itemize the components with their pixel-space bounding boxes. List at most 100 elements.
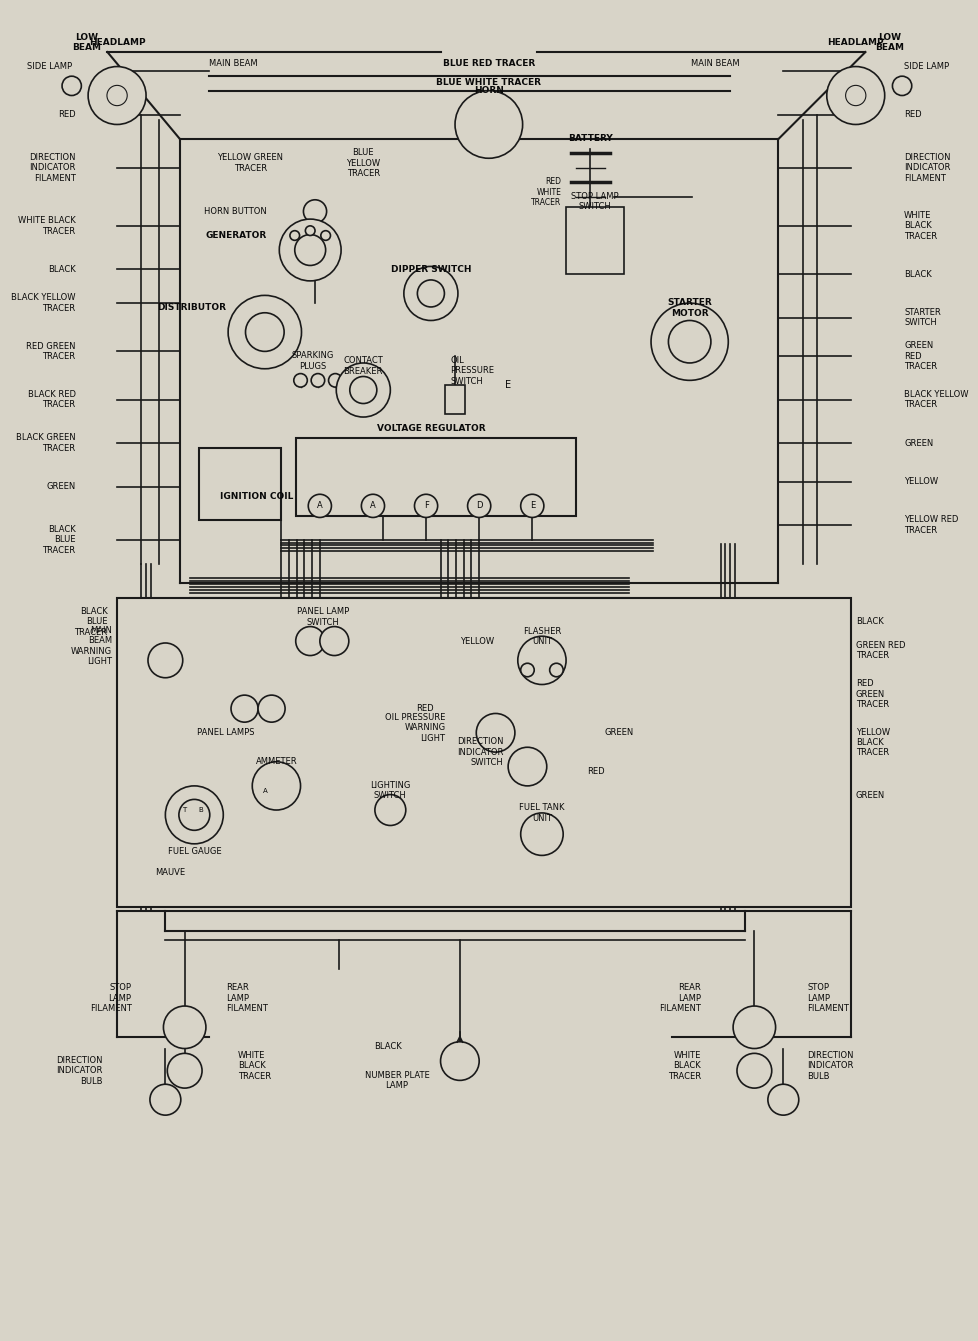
Text: REAR
LAMP
FILAMENT: REAR LAMP FILAMENT — [659, 983, 700, 1014]
Circle shape — [329, 374, 341, 388]
Text: E: E — [505, 381, 511, 390]
Text: LOW
BEAM: LOW BEAM — [71, 32, 101, 52]
Text: BLACK: BLACK — [855, 617, 882, 626]
Text: FLASHER
UNIT: FLASHER UNIT — [522, 626, 560, 646]
Circle shape — [163, 1006, 205, 1049]
Text: BLACK YELLOW
TRACER: BLACK YELLOW TRACER — [903, 390, 967, 409]
Text: HORN BUTTON: HORN BUTTON — [203, 207, 266, 216]
Text: FUEL GAUGE: FUEL GAUGE — [167, 848, 221, 856]
Text: GREEN: GREEN — [604, 728, 634, 738]
Circle shape — [308, 495, 332, 518]
Text: B: B — [199, 807, 203, 813]
Text: A: A — [370, 502, 376, 511]
Circle shape — [321, 231, 331, 240]
Text: RED: RED — [58, 110, 75, 119]
Text: A: A — [317, 502, 323, 511]
Text: DISTRIBUTOR: DISTRIBUTOR — [157, 303, 226, 312]
Circle shape — [107, 86, 127, 106]
Bar — [117, 598, 850, 907]
Text: BLUE RED TRACER: BLUE RED TRACER — [442, 59, 534, 68]
Text: STOP LAMP
SWITCH: STOP LAMP SWITCH — [570, 192, 618, 212]
Circle shape — [375, 795, 405, 826]
Text: RED: RED — [587, 767, 604, 776]
Text: NUMBER PLATE
LAMP: NUMBER PLATE LAMP — [365, 1070, 429, 1090]
Text: BLACK RED
TRACER: BLACK RED TRACER — [27, 390, 75, 409]
Circle shape — [88, 67, 146, 125]
Text: BLACK
BLUE
TRACER: BLACK BLUE TRACER — [42, 524, 75, 555]
Text: HEADLAMP: HEADLAMP — [89, 38, 146, 47]
Text: AMMETER: AMMETER — [255, 758, 297, 766]
Circle shape — [293, 374, 307, 388]
Text: WHITE
BLACK
TRACER: WHITE BLACK TRACER — [667, 1051, 700, 1081]
Circle shape — [294, 235, 326, 266]
Text: VOLTAGE REGULATOR: VOLTAGE REGULATOR — [377, 424, 485, 433]
Text: REAR
LAMP
FILAMENT: REAR LAMP FILAMENT — [226, 983, 268, 1014]
Text: SIDE LAMP: SIDE LAMP — [26, 62, 71, 71]
Text: BATTERY: BATTERY — [567, 134, 612, 143]
Text: RED: RED — [903, 110, 920, 119]
Circle shape — [845, 86, 865, 106]
Circle shape — [62, 76, 81, 95]
Bar — [445, 385, 465, 414]
Circle shape — [668, 320, 710, 363]
Text: BLACK: BLACK — [903, 270, 931, 279]
Text: STOP
LAMP
FILAMENT: STOP LAMP FILAMENT — [90, 983, 131, 1014]
Text: WHITE BLACK
TRACER: WHITE BLACK TRACER — [18, 216, 75, 236]
Text: RED
WHITE
TRACER: RED WHITE TRACER — [530, 177, 560, 207]
Circle shape — [414, 495, 437, 518]
Text: YELLOW
BLACK
TRACER: YELLOW BLACK TRACER — [855, 728, 889, 758]
Text: A: A — [262, 787, 267, 794]
Text: STARTER
SWITCH: STARTER SWITCH — [903, 308, 940, 327]
Circle shape — [826, 67, 884, 125]
Text: SPARKING
PLUGS: SPARKING PLUGS — [291, 351, 333, 370]
Circle shape — [289, 231, 299, 240]
Text: OIL PRESSURE
WARNING
LIGHT: OIL PRESSURE WARNING LIGHT — [384, 713, 445, 743]
Text: BLUE WHITE TRACER: BLUE WHITE TRACER — [436, 79, 541, 87]
Text: GREEN: GREEN — [46, 481, 75, 491]
Circle shape — [520, 664, 534, 677]
Circle shape — [320, 626, 348, 656]
Text: RED: RED — [416, 704, 433, 713]
Text: BLUE
YELLOW
TRACER: BLUE YELLOW TRACER — [346, 149, 380, 178]
Circle shape — [549, 664, 562, 677]
Circle shape — [303, 200, 327, 223]
Circle shape — [167, 1053, 201, 1088]
Text: CONTACT
BREAKER: CONTACT BREAKER — [343, 357, 382, 375]
Circle shape — [417, 280, 444, 307]
Text: DIRECTION
INDICATOR
FILAMENT: DIRECTION INDICATOR FILAMENT — [903, 153, 950, 182]
Circle shape — [455, 91, 522, 158]
Text: FUEL TANK
UNIT: FUEL TANK UNIT — [518, 803, 564, 822]
Text: T: T — [182, 807, 187, 813]
Circle shape — [150, 1085, 181, 1116]
Text: YELLOW: YELLOW — [460, 637, 494, 645]
Circle shape — [467, 495, 490, 518]
Circle shape — [475, 713, 514, 752]
Text: GREEN
RED
TRACER: GREEN RED TRACER — [903, 342, 936, 371]
Circle shape — [736, 1053, 771, 1088]
Text: GREEN: GREEN — [855, 791, 884, 801]
Text: BLACK YELLOW
TRACER: BLACK YELLOW TRACER — [11, 294, 75, 312]
Bar — [199, 448, 281, 520]
Bar — [565, 207, 623, 274]
Circle shape — [245, 312, 284, 351]
Circle shape — [231, 695, 258, 723]
Text: PANEL LAMP
SWITCH: PANEL LAMP SWITCH — [296, 607, 348, 626]
Text: DIRECTION
INDICATOR
BULB: DIRECTION INDICATOR BULB — [56, 1055, 103, 1086]
Circle shape — [892, 76, 911, 95]
Text: YELLOW RED
TRACER: YELLOW RED TRACER — [903, 515, 957, 535]
Text: STARTER
MOTOR: STARTER MOTOR — [667, 298, 711, 318]
Circle shape — [179, 799, 209, 830]
Circle shape — [311, 374, 325, 388]
Circle shape — [165, 786, 223, 843]
Circle shape — [767, 1085, 798, 1116]
Circle shape — [349, 377, 377, 404]
Text: GREEN: GREEN — [903, 439, 932, 448]
Text: MAUVE: MAUVE — [155, 868, 185, 877]
Text: WHITE
BLACK
TRACER: WHITE BLACK TRACER — [903, 211, 936, 241]
Circle shape — [361, 495, 384, 518]
Text: BLACK: BLACK — [48, 264, 75, 274]
Text: DIRECTION
INDICATOR
BULB: DIRECTION INDICATOR BULB — [807, 1051, 853, 1081]
Text: YELLOW GREEN
TRACER: YELLOW GREEN TRACER — [217, 153, 283, 173]
Text: PANEL LAMPS: PANEL LAMPS — [198, 728, 254, 738]
Circle shape — [295, 626, 325, 656]
